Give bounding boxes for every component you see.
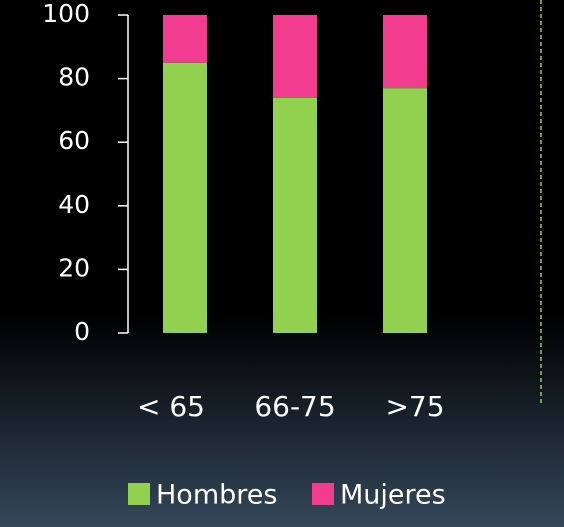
legend-swatch: [128, 483, 150, 505]
x-tick-label: 66-75: [254, 390, 335, 423]
y-tick-label: 100: [42, 0, 90, 28]
y-tick-label: 80: [58, 63, 90, 92]
bar-segment: [163, 62, 207, 333]
bar-segment: [163, 15, 207, 63]
y-tick-label: 0: [74, 317, 90, 346]
bar-segment: [383, 88, 427, 333]
y-tick-label: 60: [58, 126, 90, 155]
x-tick-label: >75: [385, 390, 444, 423]
x-tick-label: < 65: [137, 390, 205, 423]
legend-label: Hombres: [156, 480, 277, 511]
y-tick-label: 40: [58, 190, 90, 219]
bar-segment: [273, 15, 317, 98]
legend-swatch: [312, 483, 334, 505]
bar-segment: [383, 15, 427, 89]
bar-segment: [273, 97, 317, 334]
legend-label: Mujeres: [340, 480, 446, 511]
y-tick-label: 20: [58, 253, 90, 282]
